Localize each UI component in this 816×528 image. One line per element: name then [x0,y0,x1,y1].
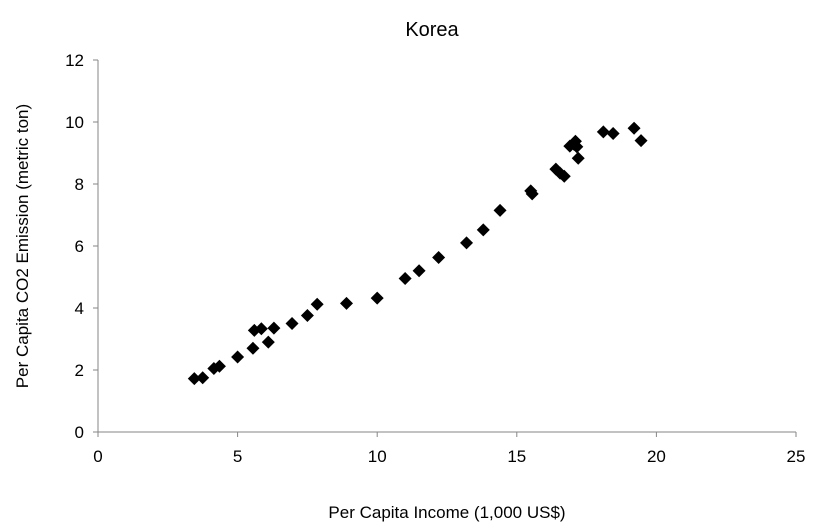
y-tick-label: 12 [65,51,84,70]
data-point [231,350,245,364]
data-point [285,317,299,330]
data-point [412,264,426,278]
data-point [187,372,201,386]
y-tick-label: 0 [75,423,84,442]
data-point [196,371,210,385]
y-axis-ticks: 0 2 4 6 8 10 12 [65,51,98,442]
data-point [571,151,585,165]
data-point [246,341,260,355]
x-axis-ticks: 0 5 10 15 20 25 [93,432,805,466]
chart-title: Korea [405,19,459,41]
x-tick-label: 0 [93,447,102,466]
data-point [310,297,324,311]
y-tick-label: 10 [65,113,84,132]
data-point [261,335,275,349]
data-point [525,187,539,201]
data-point [398,272,412,286]
plot-area: 0 5 10 15 20 25 0 2 4 6 8 10 12 [65,51,805,466]
data-point [339,296,353,310]
data-point [476,223,490,237]
data-point [493,203,507,217]
data-point [432,250,446,264]
x-tick-label: 15 [507,447,526,466]
data-point [460,236,474,250]
x-tick-label: 20 [647,447,666,466]
data-point [570,140,584,154]
y-tick-label: 4 [75,299,84,318]
x-axis-label: Per Capita Income (1,000 US$) [328,503,565,522]
data-point [557,169,571,183]
data-point [370,291,384,305]
data-point [627,121,641,135]
x-tick-label: 25 [787,447,806,466]
data-point [267,321,281,335]
y-axis-label: Per Capita CO2 Emission (metric ton) [13,104,32,388]
y-tick-label: 6 [75,237,84,256]
x-tick-label: 5 [233,447,242,466]
data-point [634,134,648,148]
data-point [212,359,226,373]
data-points [187,121,648,386]
data-point [254,322,268,336]
y-tick-label: 8 [75,175,84,194]
x-tick-label: 10 [368,447,387,466]
y-tick-label: 2 [75,361,84,380]
data-point [596,125,610,139]
data-point [606,126,620,140]
data-point [300,308,314,322]
